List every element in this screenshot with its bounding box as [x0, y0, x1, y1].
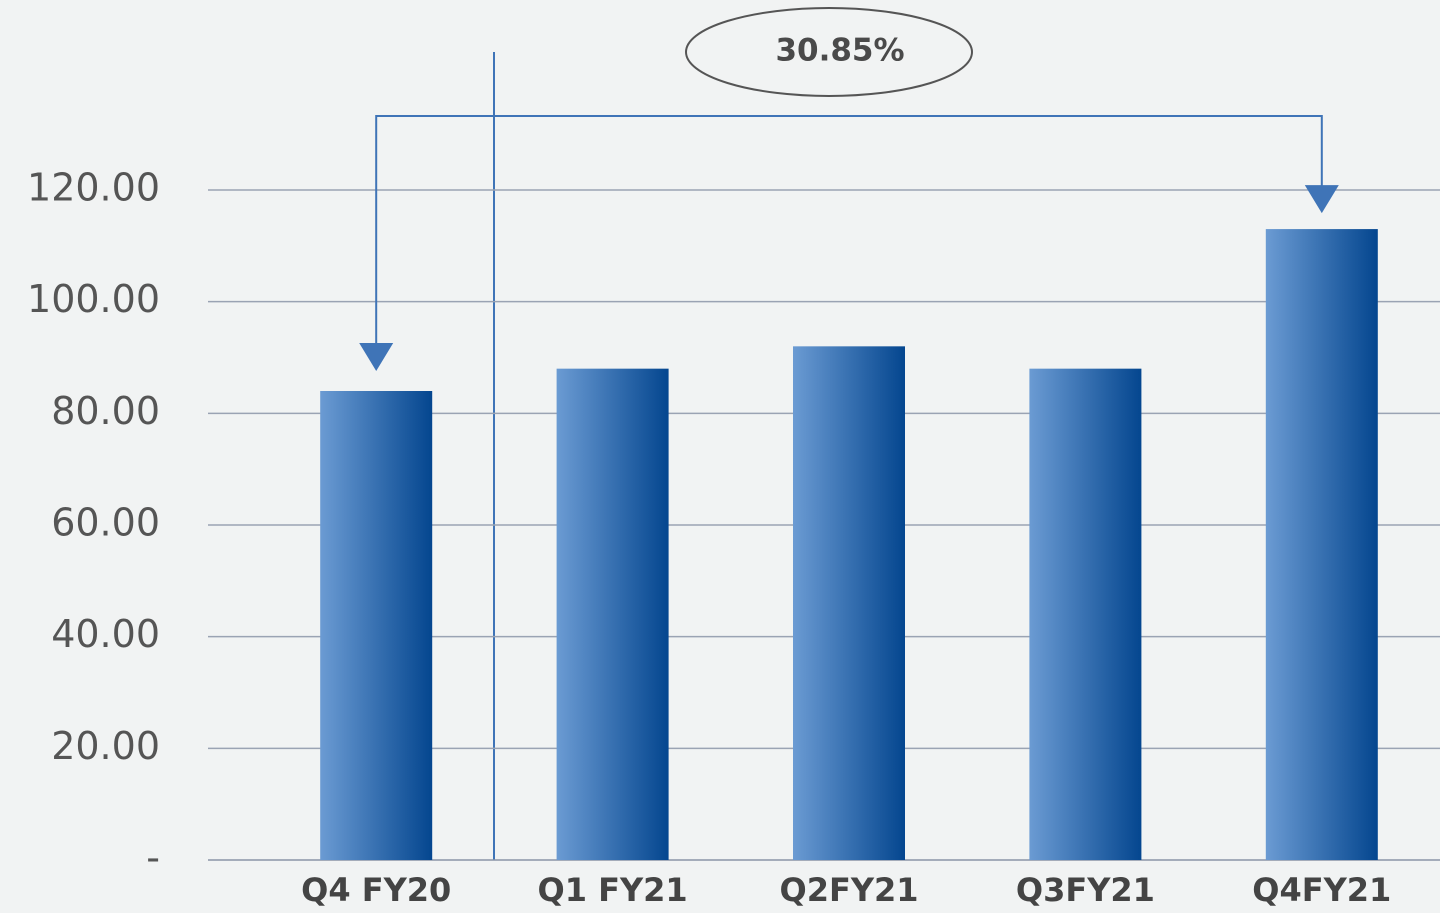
- bar: [556, 368, 669, 860]
- growth-arrow: [375, 115, 1323, 361]
- y-tick-label: 100.00: [27, 277, 160, 321]
- annotation: 30.85%: [775, 33, 904, 69]
- arrow-head: [1304, 185, 1339, 214]
- y-tick-label: 60.00: [51, 501, 160, 545]
- x-tick-label: Q2FY21: [779, 871, 918, 909]
- bar: [1029, 368, 1142, 860]
- x-tick-label: Q3FY21: [1016, 871, 1155, 909]
- annotation-ellipse: [685, 7, 973, 97]
- arrow-head: [359, 343, 394, 371]
- y-tick-label: -: [146, 836, 160, 880]
- bar: [1265, 229, 1378, 861]
- x-tick-label: Q4FY21: [1252, 871, 1391, 909]
- x-tick-label: Q1 FY21: [538, 871, 688, 909]
- bar: [793, 346, 905, 860]
- bar: [320, 391, 433, 860]
- x-tick-label: Q4 FY20: [301, 871, 451, 909]
- y-tick-label: 120.00: [27, 166, 160, 210]
- y-tick-label: 20.00: [51, 724, 160, 768]
- y-tick-label: 80.00: [51, 389, 160, 433]
- y-tick-label: 40.00: [51, 612, 160, 656]
